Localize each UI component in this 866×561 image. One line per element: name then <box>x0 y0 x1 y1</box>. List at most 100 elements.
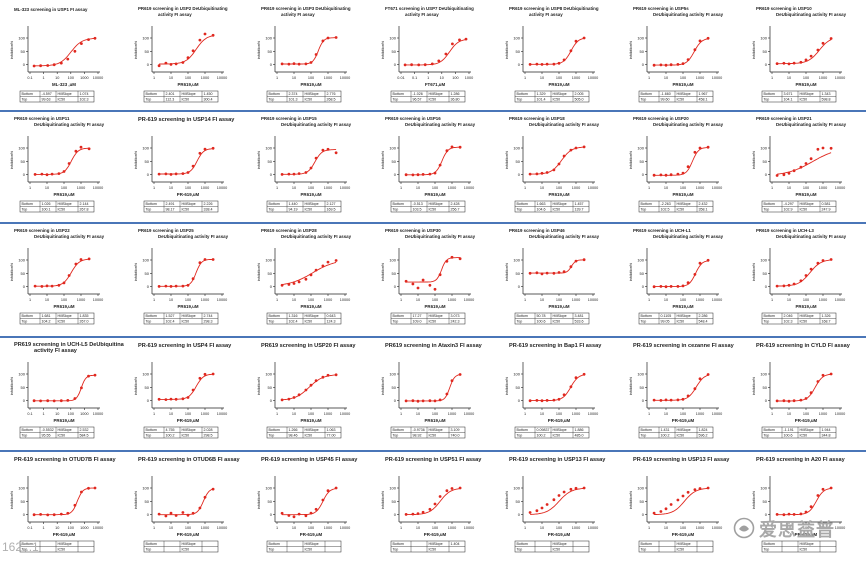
data-point <box>569 49 573 53</box>
data-point <box>557 397 561 401</box>
table-cell: -0.9736 <box>413 428 425 432</box>
data-point <box>433 287 437 291</box>
fit-curve <box>282 149 337 175</box>
data-point <box>582 145 586 149</box>
table-cell: HillSlope <box>800 202 814 206</box>
x-tick-label: 10000 <box>217 76 228 80</box>
table-cell: HillSlope <box>429 428 443 432</box>
data-point <box>334 486 338 490</box>
x-tick-label: 10000 <box>712 526 723 530</box>
data-point <box>280 62 284 66</box>
data-point <box>664 63 668 67</box>
data-point <box>698 487 702 490</box>
table-cell: 100.6 <box>784 434 793 438</box>
y-tick-label: 0 <box>518 398 521 403</box>
data-point <box>52 513 56 517</box>
table-cell: 598.8 <box>822 98 831 102</box>
chart-title: PR619 screening in USP3 DeUbiquitinating… <box>261 6 351 17</box>
x-tick-label: 1000 <box>819 186 827 190</box>
y-tick-label: 0 <box>23 512 26 517</box>
chart-panel: PR619 screening in USP8 DeUbiquitinating… <box>495 2 619 111</box>
chart-title: PR-619 screening in OTUD7B FI assay <box>14 457 117 463</box>
data-point <box>821 146 825 150</box>
data-point <box>557 61 561 65</box>
table-cell: 2.428 <box>451 202 460 206</box>
data-point <box>404 399 408 403</box>
x-axis-label: PR619,uM <box>796 192 817 197</box>
table-cell: HillSlope <box>305 428 319 432</box>
data-point <box>652 63 656 67</box>
data-point <box>87 374 90 378</box>
chart-title: PR-619 screening in CYLD FI assay <box>756 343 851 349</box>
y-tick-label: 0 <box>147 512 150 517</box>
x-tick-label: 10 <box>540 298 544 302</box>
data-point <box>669 173 673 177</box>
x-tick-label: 0.1 <box>412 76 417 80</box>
table-cell: HillSlope <box>429 542 443 546</box>
y-tick-label: 0 <box>518 172 521 177</box>
y-axis-label: inhibition% <box>134 262 138 281</box>
y-axis-label: inhibition% <box>381 262 385 281</box>
data-point <box>792 399 796 403</box>
data-point <box>816 380 820 383</box>
x-axis-label: PR619,uM <box>425 304 446 309</box>
data-point <box>540 272 544 276</box>
fit-curve <box>530 37 585 65</box>
table-cell: 99.63 <box>42 98 51 102</box>
table-cell: 1.286 <box>451 92 460 96</box>
data-point <box>304 514 308 518</box>
y-axis-label: inhibition% <box>629 262 633 281</box>
data-point <box>569 148 573 152</box>
table-cell: 2.005 <box>575 92 584 96</box>
y-tick-label: 100 <box>389 258 396 263</box>
y-tick-label: 0 <box>642 172 645 177</box>
x-axis-label: PR619,uM <box>54 304 75 309</box>
chart-title: PR-619 screening in USP4 FI assay <box>138 343 232 349</box>
data-point <box>433 399 437 403</box>
x-axis-label: PR-619,uM <box>53 532 76 537</box>
data-point <box>809 54 813 58</box>
x-tick-label: 100 <box>452 76 458 80</box>
data-point <box>404 279 408 283</box>
table-cell: 2.226 <box>204 202 213 206</box>
fit-curve <box>654 487 709 515</box>
y-tick-label: 100 <box>18 486 25 491</box>
table-cell: 139.7 <box>575 208 584 212</box>
chart-title: FT671 screening in USP7 DeUbiquitinating… <box>385 6 474 17</box>
chart-svg: PR-619 screening in USP4 FI assay 0 50 100 1… <box>134 343 232 439</box>
data-point <box>186 171 190 174</box>
y-tick-label: 100 <box>513 146 520 151</box>
y-tick-label: 50 <box>640 385 645 390</box>
y-tick-label: 100 <box>142 258 149 263</box>
x-tick-label: 1000 <box>696 186 704 190</box>
table-cell: 17.27 <box>413 314 422 318</box>
fit-curve <box>530 146 585 175</box>
data-point <box>428 399 432 403</box>
fit-curve <box>159 373 214 400</box>
table-cell: 1.316 <box>289 314 298 318</box>
table-cell: IC50 <box>305 548 313 552</box>
table-cell: 1.266 <box>289 428 298 432</box>
table-cell: HillSlope <box>182 542 196 546</box>
y-axis-label: inhibition% <box>381 490 385 509</box>
y-axis-label: inhibition% <box>505 490 509 509</box>
data-point <box>775 62 779 65</box>
y-tick-label: 100 <box>389 486 396 491</box>
x-tick-label: 1 <box>29 298 31 302</box>
x-tick-label: 1 <box>427 76 429 80</box>
fit-curve <box>282 374 337 401</box>
x-tick-label: 1 <box>153 76 155 80</box>
table-cell: Top <box>393 548 399 552</box>
table-cell: Top <box>393 434 399 438</box>
table-cell: 242.3 <box>451 320 460 324</box>
table-cell: Top <box>641 208 647 212</box>
data-point <box>528 399 532 403</box>
y-tick-label: 100 <box>389 36 396 41</box>
data-point <box>829 486 833 490</box>
table-cell: HillSlope <box>58 92 72 96</box>
x-axis-label: PR619,uM <box>549 82 570 87</box>
chart-svg: PR619 screening in USP22 DeUbiquitinating… <box>10 228 105 325</box>
table-cell: 1.886 <box>575 428 584 432</box>
x-axis-label: PR619,uM <box>549 304 570 309</box>
x-tick-label: 1 <box>29 186 31 190</box>
